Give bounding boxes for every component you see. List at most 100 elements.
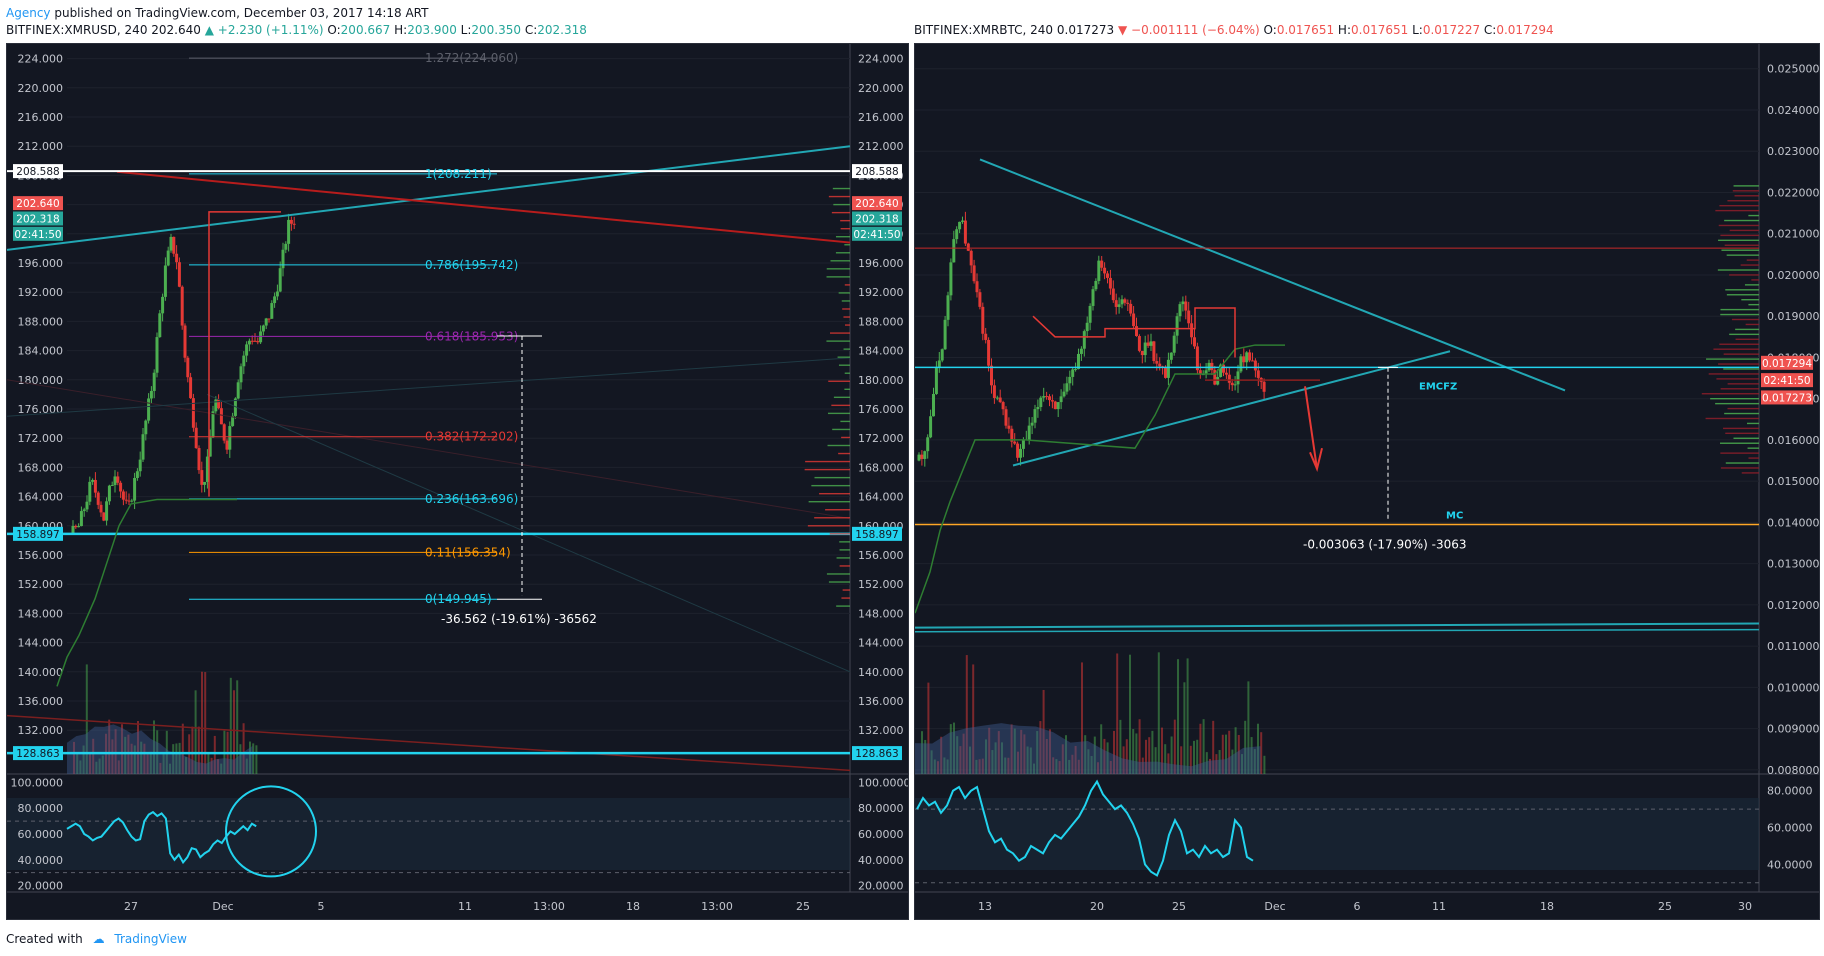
tradingview-link[interactable]: TradingView	[114, 932, 187, 946]
volume-bar	[1106, 742, 1109, 774]
rsi-tick-label: 100.0000	[858, 776, 908, 789]
candle-body	[1245, 352, 1249, 363]
y-tick-label: 180.000	[858, 374, 904, 387]
candle-body	[1010, 428, 1014, 442]
candle-body	[946, 295, 950, 320]
volume-profile-bar	[1725, 432, 1759, 435]
volume-bar	[1029, 747, 1032, 774]
volume-bar	[98, 758, 101, 774]
volume-profile-bar	[808, 501, 850, 503]
candle-body	[992, 385, 996, 398]
right-chart-panel[interactable]: 0.025000 0.024000 0.023000 0.022000 0.021000…	[914, 43, 1820, 920]
rsi-highlight-circle	[225, 785, 317, 878]
candle-body	[1077, 353, 1080, 369]
volume-profile-bar	[1746, 259, 1759, 261]
left-chart-panel[interactable]: 224.000 224.000 220.000 220.000 216.000 216.0…	[6, 43, 911, 920]
price-tag	[852, 226, 902, 241]
volume-bar	[108, 719, 111, 774]
volume-profile-bar	[1748, 303, 1759, 306]
tradingview-logo-icon[interactable]: ☁	[92, 932, 105, 946]
volume-profile-bar	[838, 292, 850, 294]
candle-body	[161, 296, 165, 314]
green-step-line	[914, 344, 1285, 614]
volume-profile-bar	[1715, 402, 1759, 405]
volume-bar	[1205, 752, 1208, 774]
volume-profile-bar	[1718, 363, 1759, 365]
candle-body	[1108, 277, 1112, 289]
y-tick-label-left: 216.000	[18, 111, 64, 124]
volume-bar	[197, 726, 200, 774]
fib-level-label: 1(208.211)	[425, 167, 492, 181]
candle-body	[1071, 369, 1075, 377]
candle-body	[1065, 383, 1069, 392]
y-tick-label-left: 148.000	[18, 607, 64, 620]
volume-bar	[994, 742, 997, 774]
volume-bar	[1161, 727, 1163, 774]
y-tick-label-left: 192.000	[18, 286, 64, 299]
candle-body	[121, 491, 125, 500]
right-chart-svg[interactable]: 0.025000 0.024000 0.023000 0.022000 0.021000…	[914, 44, 1820, 919]
volume-bar	[1209, 758, 1211, 774]
volume-bar	[1196, 739, 1199, 774]
volume-bar	[1145, 739, 1147, 774]
y-tick-label: 0.008000	[1767, 764, 1819, 777]
volume-profile-bar	[1706, 358, 1759, 360]
candle-body	[1085, 322, 1089, 332]
candle-body	[1169, 352, 1173, 360]
y-tick-label: 0.020000	[1767, 269, 1819, 282]
candle-body	[1152, 341, 1156, 362]
volume-profile-bar	[1705, 417, 1759, 420]
volume-bar	[1045, 738, 1048, 774]
candle-body	[923, 451, 927, 459]
volume-bar	[943, 757, 946, 774]
volume-bar	[975, 759, 978, 774]
y-tick-label-left: 136.000	[18, 695, 64, 708]
volume-profile-bar	[840, 219, 850, 222]
volume-profile-bar	[1733, 185, 1759, 187]
volume-bar	[1116, 653, 1119, 774]
candle-body	[85, 501, 89, 510]
volume-bar	[1225, 734, 1227, 774]
candle-body	[1181, 301, 1185, 305]
volume-profile-bar	[814, 517, 850, 519]
volume-bar	[921, 731, 923, 774]
right-change: −0.001111 (−6.04%)	[1131, 23, 1260, 37]
candle-body	[920, 454, 924, 459]
y-tick-label: 212.000	[858, 140, 904, 153]
y-tick-label-left: 220.000	[18, 82, 64, 95]
volume-bar	[1039, 721, 1042, 774]
volume-profile-bar	[839, 541, 850, 543]
y-tick-label: 0.025000	[1767, 63, 1819, 76]
volume-bar	[1071, 754, 1074, 774]
volume-bar	[953, 722, 955, 774]
y-tick-label: 0.021000	[1767, 228, 1819, 241]
volume-profile-bar	[831, 211, 850, 214]
left-chart-svg[interactable]: 224.000 224.000 220.000 220.000 216.000 216.0…	[6, 44, 911, 919]
price-tag	[852, 526, 902, 541]
volume-bar	[997, 731, 1000, 774]
rsi-tick-label-left: 100.0000	[11, 776, 64, 789]
candle-body	[225, 440, 229, 450]
volume-bar	[1151, 730, 1154, 774]
volume-profile-bar	[840, 420, 850, 423]
candle-body	[961, 220, 964, 222]
y-tick-label: 224.000	[858, 53, 904, 66]
candle-body	[169, 236, 173, 251]
volume-profile-bar	[839, 565, 850, 567]
right-symbol[interactable]: BITFINEX:XMRBTC, 240	[914, 23, 1054, 37]
candle-body	[984, 333, 988, 340]
volume-bar	[1055, 759, 1058, 774]
volume-profile-bar	[1740, 264, 1759, 266]
volume-ma-area	[915, 723, 1261, 774]
volume-bar	[146, 753, 149, 774]
author-link[interactable]: Agency	[6, 6, 51, 20]
volume-bar	[972, 664, 975, 774]
volume-profile-bar	[1720, 313, 1759, 316]
candle-body	[82, 509, 86, 512]
volume-bar	[985, 739, 987, 774]
candle-body	[110, 485, 114, 487]
candle-body	[1129, 303, 1133, 314]
candle-body	[1120, 299, 1124, 305]
candle-body	[138, 459, 142, 472]
left-symbol[interactable]: BITFINEX:XMRUSD, 240	[6, 23, 148, 37]
